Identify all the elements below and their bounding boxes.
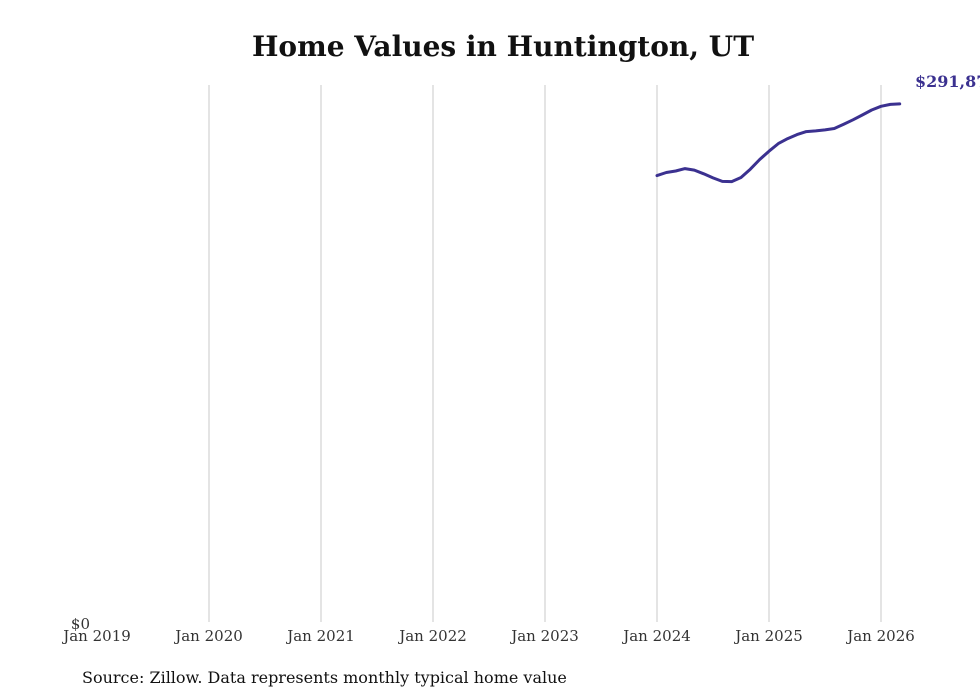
y-tick-label: $0: [71, 615, 90, 633]
chart-title: Home Values in Huntington, UT: [251, 30, 755, 63]
x-tick-label: Jan 2026: [845, 627, 915, 645]
x-tick-label: Jan 2025: [733, 627, 803, 645]
source-note: Source: Zillow. Data represents monthly …: [82, 668, 567, 687]
x-tick-label: Jan 2023: [509, 627, 579, 645]
x-tick-label: Jan 2021: [285, 627, 355, 645]
x-tick-label: Jan 2019: [61, 627, 131, 645]
x-tick-label: Jan 2020: [173, 627, 243, 645]
end-value-label: $291,87: [915, 72, 980, 91]
gridlines: [208, 85, 882, 622]
x-tick-label: Jan 2024: [621, 627, 691, 645]
tick-labels: Jan 2019 Jan 2020 Jan 2021 Jan 2022 Jan 2023…: [61, 72, 980, 645]
x-tick-label: Jan 2022: [397, 627, 467, 645]
series-line: [655, 102, 902, 184]
series-layer: [655, 102, 902, 184]
